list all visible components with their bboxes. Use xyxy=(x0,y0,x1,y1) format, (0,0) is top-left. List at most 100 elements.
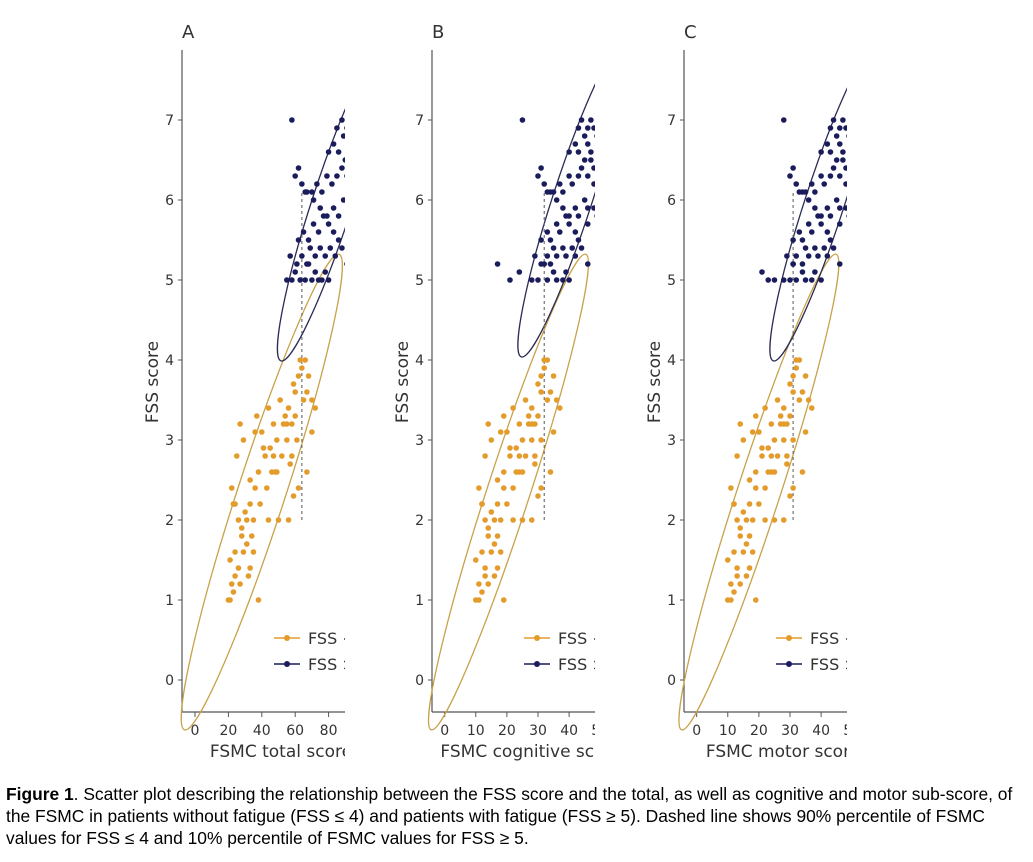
point-fss-high xyxy=(793,277,800,283)
point-fss-low xyxy=(500,469,507,475)
point-fss-high xyxy=(787,173,793,179)
point-fss-high xyxy=(307,245,314,251)
point-fss-high xyxy=(833,197,840,203)
point-fss-high xyxy=(329,181,335,187)
point-fss-high xyxy=(581,157,588,163)
point-fss-high xyxy=(790,165,796,171)
point-fss-high xyxy=(584,125,591,131)
point-fss-high xyxy=(581,197,588,203)
x-tick-label: 20 xyxy=(219,723,237,739)
point-fss-high xyxy=(566,149,572,155)
point-fss-low xyxy=(243,541,250,547)
point-fss-high xyxy=(550,245,557,251)
point-fss-low xyxy=(488,437,495,443)
point-fss-low xyxy=(538,373,544,379)
point-fss-high xyxy=(566,277,572,283)
point-fss-high xyxy=(287,253,293,259)
point-fss-low xyxy=(737,525,744,531)
point-fss-low xyxy=(472,557,479,563)
point-fss-low xyxy=(749,517,756,523)
point-fss-high xyxy=(784,253,790,259)
point-fss-low xyxy=(491,573,498,579)
point-fss-high xyxy=(808,277,815,283)
point-fss-low xyxy=(494,533,501,539)
point-fss-high xyxy=(836,141,843,147)
ellipse-fss-low xyxy=(180,253,343,731)
point-fss-high xyxy=(553,253,560,259)
point-fss-high xyxy=(824,229,831,235)
point-fss-high xyxy=(309,277,315,283)
point-fss-low xyxy=(756,501,762,507)
point-fss-low xyxy=(228,485,235,491)
point-fss-high xyxy=(322,269,329,275)
point-fss-high xyxy=(588,149,594,155)
point-fss-low xyxy=(535,381,541,387)
point-fss-low xyxy=(290,381,297,387)
point-fss-low xyxy=(771,437,778,443)
point-fss-low xyxy=(476,485,482,491)
point-fss-low xyxy=(304,389,310,395)
point-fss-low xyxy=(247,477,253,483)
point-fss-low xyxy=(790,485,796,491)
point-fss-low xyxy=(516,421,523,427)
point-fss-high xyxy=(572,229,579,235)
point-fss-low xyxy=(752,485,759,491)
point-fss-high xyxy=(591,125,595,131)
y-tick-label: 7 xyxy=(667,113,676,129)
point-fss-high xyxy=(340,133,345,139)
point-fss-high xyxy=(584,173,591,179)
point-fss-high xyxy=(292,173,298,179)
point-fss-high xyxy=(289,277,295,283)
point-fss-low xyxy=(513,469,520,475)
point-fss-low xyxy=(265,517,272,523)
legend-label: FSS >= 5 xyxy=(308,655,345,674)
point-fss-low xyxy=(774,397,781,403)
point-fss-low xyxy=(299,365,305,371)
x-tick-label: 30 xyxy=(529,723,547,739)
point-fss-high xyxy=(575,149,582,155)
point-fss-low xyxy=(274,437,280,443)
point-fss-high xyxy=(335,237,342,243)
point-fss-low xyxy=(780,405,787,411)
y-tick-label: 2 xyxy=(667,513,676,529)
point-fss-low xyxy=(289,421,295,427)
y-tick-label: 7 xyxy=(415,113,424,129)
point-fss-high xyxy=(821,245,828,251)
point-fss-low xyxy=(787,381,793,387)
point-fss-low xyxy=(746,565,753,571)
point-fss-high xyxy=(556,181,563,187)
point-fss-high xyxy=(575,213,582,219)
y-tick-label: 6 xyxy=(165,193,174,209)
point-fss-low xyxy=(284,437,290,443)
point-fss-low xyxy=(746,477,753,483)
point-fss-low xyxy=(737,533,744,539)
point-fss-high xyxy=(299,253,305,259)
point-fss-high xyxy=(843,205,847,211)
point-fss-low xyxy=(768,453,775,459)
point-fss-high xyxy=(790,261,796,267)
panel-b: B 0 1 2 3 4 5 6 7 0 10 20 30 40 50 FSMC cognitive score… xyxy=(393,22,595,762)
point-fss-high xyxy=(818,277,824,283)
point-fss-high xyxy=(304,261,310,267)
ellipse-fss-low xyxy=(678,253,840,731)
panel-label: C xyxy=(684,22,697,43)
point-fss-low xyxy=(294,437,300,443)
point-fss-high xyxy=(780,277,787,283)
point-fss-low xyxy=(519,469,526,475)
point-fss-high xyxy=(836,221,843,227)
point-fss-low xyxy=(522,453,529,459)
point-fss-high xyxy=(535,173,541,179)
point-fss-low xyxy=(235,565,242,571)
point-fss-high xyxy=(325,149,332,155)
point-fss-low xyxy=(500,597,507,603)
point-fss-high xyxy=(541,181,548,187)
y-tick-label: 4 xyxy=(667,353,676,369)
point-fss-high xyxy=(799,261,806,267)
point-fss-high xyxy=(765,277,772,283)
point-fss-low xyxy=(277,397,283,403)
point-fss-low xyxy=(494,501,501,507)
point-fss-high xyxy=(802,245,809,251)
legend-label: FSS >= 5 xyxy=(558,655,595,674)
point-fss-high xyxy=(544,277,551,283)
point-fss-low xyxy=(275,517,282,523)
